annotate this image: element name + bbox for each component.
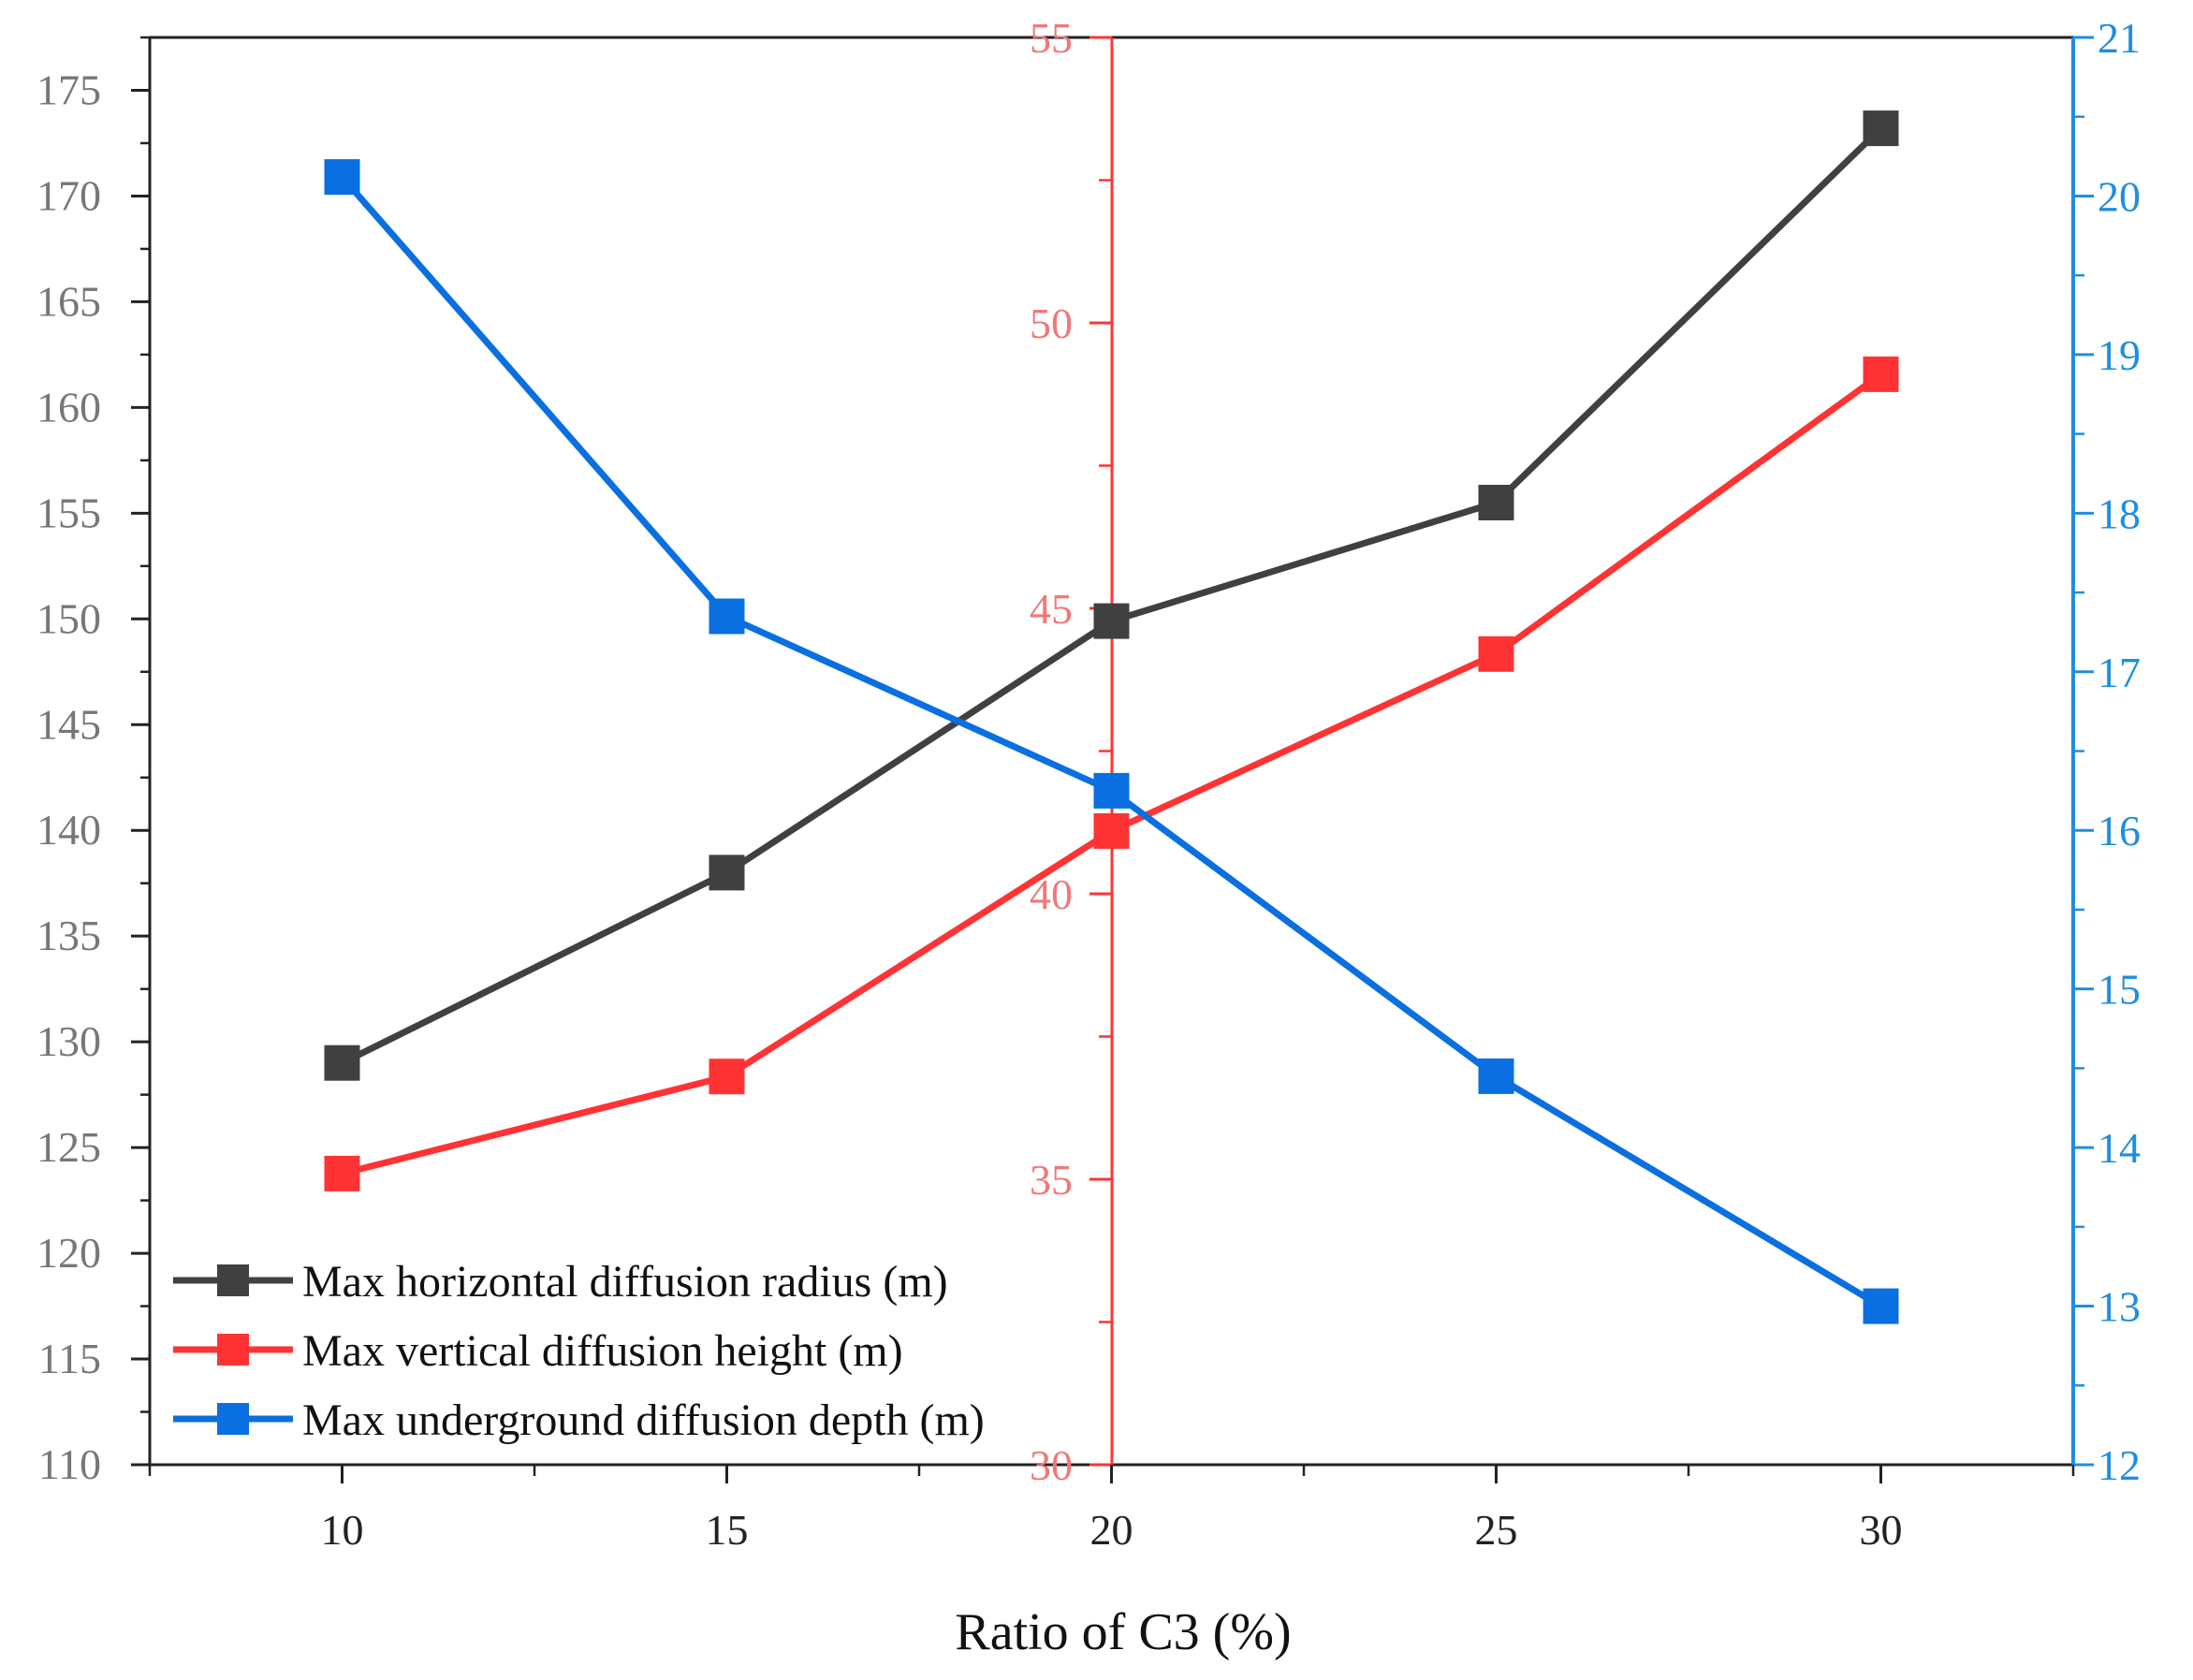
legend-marker xyxy=(217,1264,249,1296)
left-y-axis: 110 115 120 125 130 135 140 145 150 155 160 165 170 1… xyxy=(37,36,150,1488)
data-point xyxy=(1093,603,1130,639)
right-tick-label: 16 xyxy=(2098,807,2141,855)
left-tick-label: 175 xyxy=(37,66,101,113)
data-point xyxy=(1478,1058,1514,1094)
left-tick-label: 140 xyxy=(37,806,101,854)
data-point xyxy=(324,159,360,196)
legend-label: Max horizontal diffusion radius (m) xyxy=(302,1257,948,1307)
left-tick-label: 170 xyxy=(37,171,101,219)
legend-entry-1: Max horizontal diffusion radius (m) xyxy=(173,1257,948,1307)
middle-tick-label: 50 xyxy=(1030,299,1073,347)
left-tick-label: 110 xyxy=(38,1440,101,1488)
right-tick-label: 17 xyxy=(2098,649,2141,696)
left-tick-label: 115 xyxy=(38,1335,101,1382)
x-tick-label: 15 xyxy=(706,1506,749,1554)
legend-entry-2: Max vertical diffusion height (m) xyxy=(173,1326,903,1376)
legend-label: Max vertical diffusion height (m) xyxy=(302,1326,903,1376)
middle-tick-label: 45 xyxy=(1030,585,1073,633)
series-1 xyxy=(324,110,1899,1081)
series-3 xyxy=(324,159,1899,1324)
x-axis: 10 15 20 25 30 xyxy=(148,1465,2075,1554)
series-2 xyxy=(324,356,1899,1191)
left-tick-label: 135 xyxy=(37,912,101,959)
right-tick-label: 15 xyxy=(2098,966,2141,1014)
data-point xyxy=(1478,485,1514,520)
data-point xyxy=(1863,1288,1899,1324)
middle-tick-label: 35 xyxy=(1030,1156,1073,1204)
data-point xyxy=(709,1059,745,1095)
x-tick-label: 10 xyxy=(321,1506,364,1554)
x-tick-label: 20 xyxy=(1090,1506,1133,1554)
right-tick-label: 18 xyxy=(2098,489,2141,537)
data-point xyxy=(709,855,745,891)
left-tick-label: 125 xyxy=(37,1123,101,1171)
left-tick-label: 145 xyxy=(37,700,101,748)
legend-marker xyxy=(217,1334,249,1366)
data-point xyxy=(1863,110,1899,147)
left-tick-label: 130 xyxy=(37,1017,101,1065)
x-axis-title: Ratio of C3 (%) xyxy=(955,1603,1291,1661)
data-point xyxy=(1863,356,1899,392)
right-tick-label: 13 xyxy=(2098,1283,2141,1331)
data-point xyxy=(1093,812,1130,849)
left-tick-label: 120 xyxy=(37,1229,101,1277)
left-tick-label: 155 xyxy=(37,489,101,536)
middle-tick-label: 30 xyxy=(1030,1441,1073,1489)
data-point xyxy=(324,1045,360,1081)
right-y-axis: 12 13 14 15 16 17 18 19 20 21 xyxy=(2071,14,2141,1489)
left-tick-label: 165 xyxy=(37,277,101,325)
legend-marker xyxy=(217,1403,249,1435)
right-tick-label: 12 xyxy=(2098,1441,2141,1489)
legend: Max horizontal diffusion radius (m) Max v… xyxy=(173,1257,985,1445)
x-tick-label: 25 xyxy=(1475,1506,1518,1554)
right-tick-label: 21 xyxy=(2098,14,2141,62)
data-point xyxy=(1093,772,1130,809)
x-tick-label: 30 xyxy=(1860,1506,1903,1554)
left-tick-label: 160 xyxy=(37,383,101,431)
middle-tick-label: 55 xyxy=(1030,14,1073,62)
data-point xyxy=(324,1155,360,1191)
right-tick-label: 19 xyxy=(2098,331,2141,379)
right-tick-label: 14 xyxy=(2098,1124,2141,1172)
legend-label: Max underground diffusion depth (m) xyxy=(302,1395,985,1445)
left-tick-label: 150 xyxy=(37,594,101,642)
legend-entry-3: Max underground diffusion depth (m) xyxy=(173,1395,985,1445)
right-tick-label: 20 xyxy=(2098,172,2141,220)
data-point xyxy=(1478,635,1514,672)
data-point xyxy=(709,598,745,635)
series-group xyxy=(324,110,1899,1324)
